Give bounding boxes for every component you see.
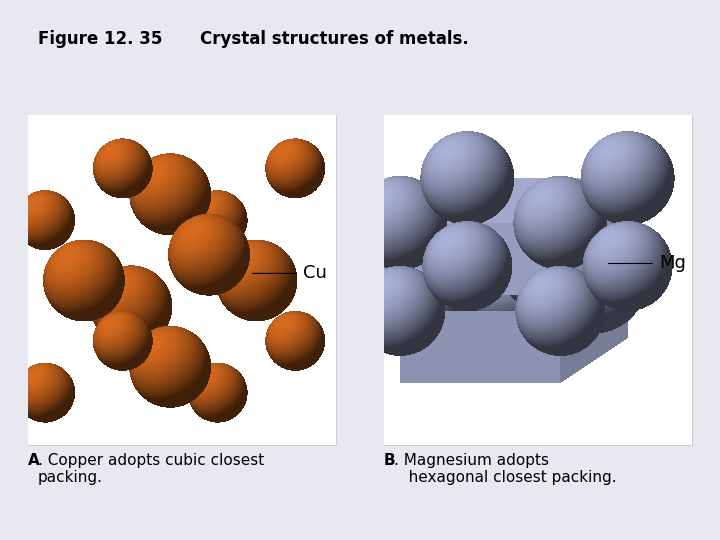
Text: . Magnesium adopts
   hexagonal closest packing.: . Magnesium adopts hexagonal closest pac…: [394, 453, 616, 485]
Text: Figure 12. 35: Figure 12. 35: [38, 30, 163, 48]
Text: . Copper adopts cubic closest
packing.: . Copper adopts cubic closest packing.: [38, 453, 264, 485]
Text: B: B: [384, 453, 395, 468]
Text: Mg: Mg: [659, 254, 686, 273]
Bar: [384, 115, 692, 445]
Text: A: A: [28, 453, 40, 468]
Bar: [28, 115, 336, 445]
Text: Crystal structures of metals.: Crystal structures of metals.: [200, 30, 469, 48]
Text: Cu: Cu: [303, 265, 327, 282]
